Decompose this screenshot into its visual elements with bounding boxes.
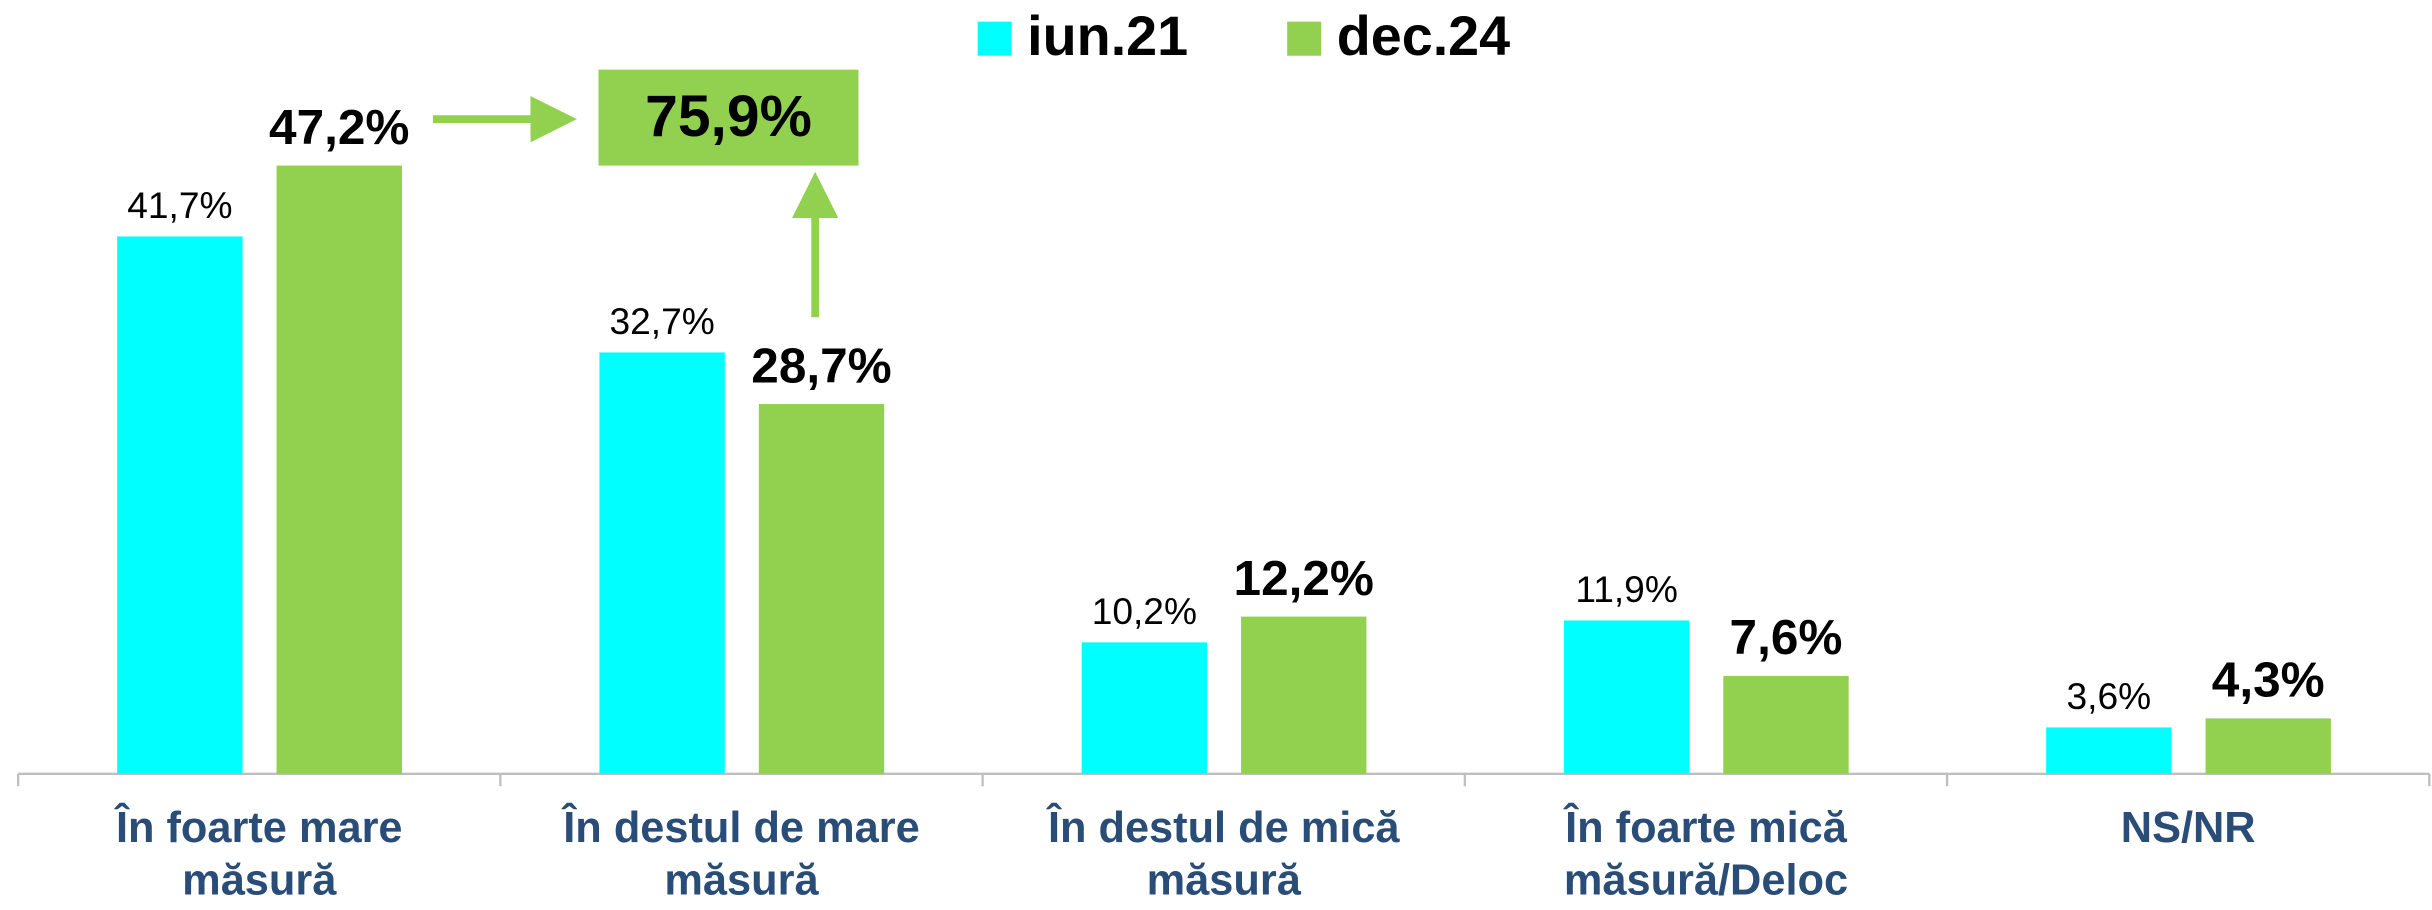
category-box: În destul de mică măsură	[1047, 803, 1400, 904]
value-label: 7,6%	[1730, 610, 1843, 665]
x-tick-label: În destul de mare măsură	[563, 803, 920, 904]
bar	[117, 236, 243, 774]
annotation-box	[598, 69, 859, 166]
bar	[1563, 620, 1690, 774]
legend-swatch	[977, 21, 1012, 56]
bar	[2205, 718, 2331, 774]
annotation: 75,9%	[645, 84, 812, 149]
value-label: 10,2%	[1092, 590, 1197, 632]
value-label: 32,7%	[609, 300, 714, 342]
x-tick-label: În foarte mică măsură/Deloc	[1563, 803, 1849, 904]
bar	[599, 352, 725, 774]
legend-label: iun.21	[1027, 5, 1188, 67]
value-label: 12,2%	[1234, 551, 1374, 606]
legend-swatch	[1287, 21, 1322, 56]
bar	[1723, 675, 1849, 774]
x-tick-label: În destul de mică măsură	[1047, 803, 1400, 904]
bar	[758, 403, 885, 774]
category-box: În foarte mică măsură/Deloc	[1563, 803, 1849, 904]
value-label: 47,2%	[269, 100, 409, 155]
x-tick-label: NS/NR	[2120, 803, 2256, 852]
value-label: 41,7%	[127, 184, 232, 226]
bar	[276, 165, 402, 774]
value-label: 3,6%	[2067, 675, 2152, 717]
category-box: În destul de mare măsură	[563, 803, 920, 904]
value-label: 28,7%	[751, 338, 891, 393]
value-label: 4,3%	[2212, 653, 2325, 708]
x-tick-label: În foarte mare măsură	[115, 803, 403, 904]
value-label: 11,9%	[1575, 568, 1678, 610]
bar	[1241, 616, 1367, 774]
bar	[1081, 642, 1208, 774]
category-box: În foarte mare măsură	[115, 803, 403, 904]
bar	[2046, 727, 2172, 774]
legend-label: dec.24	[1337, 5, 1510, 67]
category-box: NS/NR	[2120, 803, 2256, 852]
